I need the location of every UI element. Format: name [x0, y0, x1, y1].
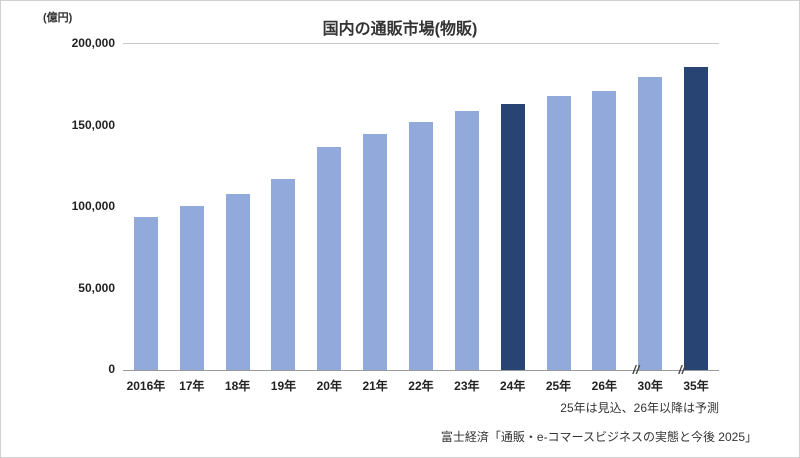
- bar: [271, 179, 296, 370]
- x-tick-label: 35年: [683, 379, 709, 393]
- bar-group: 25年: [536, 44, 582, 393]
- axis-break-mark: //: [678, 363, 686, 377]
- bar-group: 22年: [398, 44, 444, 393]
- y-tick-label: 150,000: [71, 117, 115, 132]
- x-tick-label: 30年: [637, 379, 663, 393]
- axis-break-mark: //: [632, 363, 640, 377]
- x-tick-label: 21年: [362, 379, 388, 393]
- x-tick-label: 24年: [499, 379, 526, 393]
- source-citation: 富士経済「通販・e-コマースビジネスの実態と今後 2025」: [440, 430, 757, 444]
- bar: [500, 104, 525, 370]
- x-tick-label: 18年: [224, 379, 251, 393]
- bar-group: 19年: [261, 44, 307, 393]
- chart-title: 国内の通販市場(物販): [322, 21, 478, 38]
- bar-group: 23年: [444, 44, 490, 393]
- x-tick-label: 22年: [408, 379, 434, 393]
- bar: [133, 216, 158, 370]
- x-tick-label: 25年: [545, 379, 572, 393]
- bar-group: 26年 //: [581, 44, 639, 393]
- bar: [638, 76, 663, 370]
- bar-group: 17年: [169, 44, 215, 393]
- plot-area: 2016年 17年 18年 19年 20年 21年 22年 23年 24年 25年 26年//30年…: [123, 43, 719, 393]
- bar-group: 20年: [306, 44, 352, 393]
- x-tick-label: 20年: [316, 379, 342, 393]
- bar-group: 24年: [490, 44, 536, 393]
- y-tick-label: 200,000: [71, 36, 115, 50]
- bar: [179, 206, 204, 370]
- bar: [408, 122, 433, 370]
- bar-group: 18年: [215, 44, 261, 393]
- y-tick-label: 50,000: [78, 280, 115, 295]
- bar-group: 2016年: [123, 44, 169, 393]
- bar: [546, 96, 571, 370]
- bar-group: 30年 //: [627, 44, 685, 393]
- bar: [454, 110, 479, 370]
- y-axis: 0 50,000 100,000 150,000 200,000: [29, 36, 115, 376]
- bar: [363, 133, 388, 370]
- bar: [684, 66, 709, 370]
- x-tick-label: 26年: [591, 379, 618, 393]
- bar: [225, 194, 250, 370]
- x-tick-label: 17年: [179, 379, 205, 393]
- forecast-note: 25年は見込、26年以降は予測: [560, 401, 719, 415]
- x-tick-label: 2016年: [126, 379, 166, 393]
- bar: [317, 146, 342, 370]
- y-axis-unit-label: (億円): [43, 12, 73, 24]
- bar-group: 35年: [673, 44, 719, 393]
- y-tick-label: 0: [108, 362, 115, 376]
- bar: [592, 91, 617, 370]
- x-tick-label: 19年: [270, 379, 297, 393]
- bar-group: 21年: [352, 44, 398, 393]
- y-tick-label: 100,000: [71, 199, 115, 213]
- x-tick-label: 23年: [454, 379, 480, 393]
